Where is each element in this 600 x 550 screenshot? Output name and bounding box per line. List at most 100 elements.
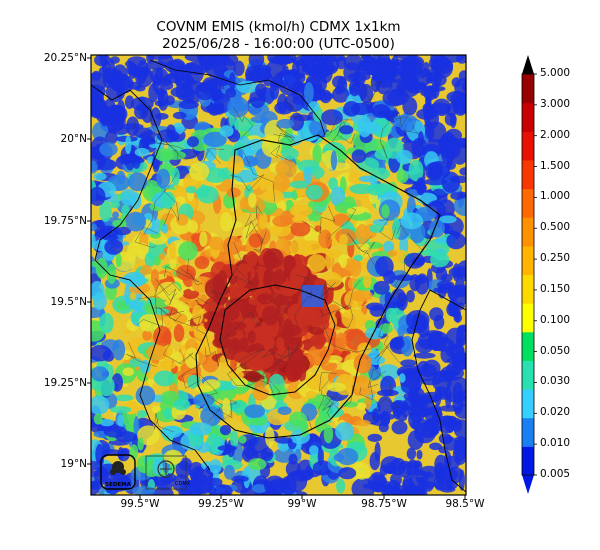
emission-cell [327,382,346,392]
emission-cell [430,251,450,268]
emission-cell [454,303,461,323]
emission-cell [275,336,285,350]
emission-cell [350,289,373,302]
emission-cell [288,411,307,427]
emission-cell [362,274,372,289]
emission-cell [281,147,299,160]
emission-cell [194,325,207,339]
emission-cell [105,131,118,145]
lon-tick-label: 99.25°W [198,498,244,510]
emission-cell [413,352,436,359]
municipal-boundary [328,208,357,240]
municipal-boundary [165,141,205,163]
emission-cell [349,79,361,97]
emission-cell [361,121,382,134]
emission-cell [347,206,365,215]
colorbar-label: 0.020 [540,406,571,419]
municipal-boundary [301,205,336,234]
municipal-boundary [363,81,383,103]
emission-cell [204,277,227,300]
emission-cell [189,422,212,436]
emission-cell [208,236,224,251]
emission-cell [406,189,420,198]
emission-cell [440,365,465,381]
emission-cell [362,55,369,62]
emission-cell [448,266,466,278]
emission-cell [315,57,329,64]
emission-cell [197,55,218,66]
colorbar-label: 0.050 [540,344,571,357]
emission-cell [318,229,333,249]
emission-cell [91,395,110,415]
emission-cell [243,440,256,459]
emission-cell [158,253,166,261]
emission-cell [267,55,290,65]
emission-cell [252,386,269,401]
emission-cell [140,359,151,374]
municipal-boundary [232,241,253,284]
emission-cell [91,72,107,92]
emission-cell [227,155,244,175]
emission-cell [152,256,161,266]
colorbar-segment [522,102,534,132]
lat-tick-label: 19.75°N [43,215,87,227]
municipal-boundary [392,101,408,128]
emission-cell [154,148,174,162]
emission-cell [295,72,305,80]
emission-cell [255,83,267,98]
emission-cell [242,155,258,167]
municipal-boundary [294,289,312,326]
emission-cell [221,317,232,337]
emission-cell [355,419,371,427]
emission-cell [264,475,286,495]
lon-tick-label: 99.5°W [120,498,160,510]
municipal-boundary [244,205,263,227]
emission-cell [441,415,454,426]
emission-cell [381,204,390,218]
emission-cell [305,184,323,200]
emission-cell [403,397,417,411]
emission-cell [446,91,466,103]
colorbar-segment [522,303,534,333]
emission-cell [338,467,357,480]
municipal-boundary [332,279,361,309]
emission-cell [208,477,223,487]
emission-cell [458,70,466,82]
emission-cell [195,81,216,101]
emission-cell [197,186,219,204]
municipal-boundary [182,353,201,389]
emission-cell [261,189,285,204]
emission-cell [212,76,230,84]
emission-cell [164,95,175,106]
municipal-boundary [169,308,194,327]
emission-cell [350,102,371,116]
emission-cell [419,364,437,378]
emission-cell [398,373,406,383]
emission-cell [276,118,295,129]
emission-cell [275,437,293,444]
lon-tick-label: 98.5°W [445,498,485,510]
emission-cell [257,293,274,305]
emission-cell [371,408,380,422]
emission-cell [203,167,228,183]
colorbar-label: 1.000 [540,190,571,203]
emission-cell [393,114,417,125]
emission-cell [230,337,240,352]
emission-cell [230,430,239,448]
municipal-boundary [164,266,200,283]
municipal-boundary [187,316,211,354]
emission-cell [337,76,348,94]
municipal-boundary [318,305,354,330]
municipal-boundary [323,325,372,353]
emission-cell [330,186,346,207]
emission-cell [152,458,163,475]
emission-cell [296,306,314,327]
colorbar-segment [522,159,534,190]
emission-cell [436,280,455,289]
emission-cell [371,104,391,119]
emission-cell [349,183,374,195]
emission-cell [125,211,147,232]
emission-cell [277,406,292,416]
colorbar-segment [522,389,534,419]
municipal-boundary [138,282,181,300]
